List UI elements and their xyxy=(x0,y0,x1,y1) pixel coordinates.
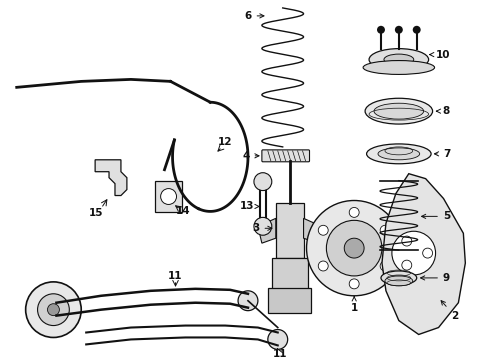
Circle shape xyxy=(349,207,359,217)
Circle shape xyxy=(254,173,272,190)
Circle shape xyxy=(380,261,390,271)
Text: 9: 9 xyxy=(420,273,450,283)
Circle shape xyxy=(254,217,272,235)
Circle shape xyxy=(395,26,403,34)
Text: 8: 8 xyxy=(437,106,450,116)
FancyBboxPatch shape xyxy=(262,150,310,162)
Text: 5: 5 xyxy=(421,211,450,221)
Text: 11: 11 xyxy=(272,349,287,359)
Circle shape xyxy=(268,329,288,349)
Text: 12: 12 xyxy=(218,137,232,147)
Ellipse shape xyxy=(374,103,424,119)
Circle shape xyxy=(48,304,59,316)
Text: 11: 11 xyxy=(168,271,183,281)
Polygon shape xyxy=(382,174,465,334)
Circle shape xyxy=(318,261,328,271)
Text: 15: 15 xyxy=(89,208,103,219)
Bar xyxy=(272,258,308,308)
Circle shape xyxy=(318,225,328,235)
Ellipse shape xyxy=(385,276,413,286)
Text: 4: 4 xyxy=(243,151,259,161)
Circle shape xyxy=(326,220,382,276)
Bar xyxy=(276,203,304,258)
Ellipse shape xyxy=(367,144,431,164)
Ellipse shape xyxy=(365,98,433,124)
Ellipse shape xyxy=(384,54,414,65)
Circle shape xyxy=(413,26,421,34)
Text: 10: 10 xyxy=(430,50,451,60)
Ellipse shape xyxy=(369,49,429,71)
Text: 6: 6 xyxy=(245,11,264,21)
Circle shape xyxy=(392,231,436,275)
Circle shape xyxy=(38,294,69,325)
Circle shape xyxy=(238,291,258,311)
Polygon shape xyxy=(95,160,127,195)
Circle shape xyxy=(161,189,176,204)
Ellipse shape xyxy=(378,148,419,160)
Text: 3: 3 xyxy=(252,223,272,233)
Circle shape xyxy=(25,282,81,337)
Circle shape xyxy=(344,238,364,258)
Text: 13: 13 xyxy=(240,202,260,211)
Text: 14: 14 xyxy=(176,206,191,216)
Circle shape xyxy=(380,225,390,235)
Bar xyxy=(155,181,182,212)
Polygon shape xyxy=(258,219,276,243)
Ellipse shape xyxy=(363,60,435,75)
Circle shape xyxy=(377,26,385,34)
Text: 2: 2 xyxy=(441,301,458,321)
Circle shape xyxy=(349,279,359,289)
Ellipse shape xyxy=(381,271,416,285)
Text: 1: 1 xyxy=(350,297,358,313)
Polygon shape xyxy=(304,219,321,243)
Bar xyxy=(268,288,312,312)
Text: 7: 7 xyxy=(435,149,450,159)
Circle shape xyxy=(307,201,402,296)
